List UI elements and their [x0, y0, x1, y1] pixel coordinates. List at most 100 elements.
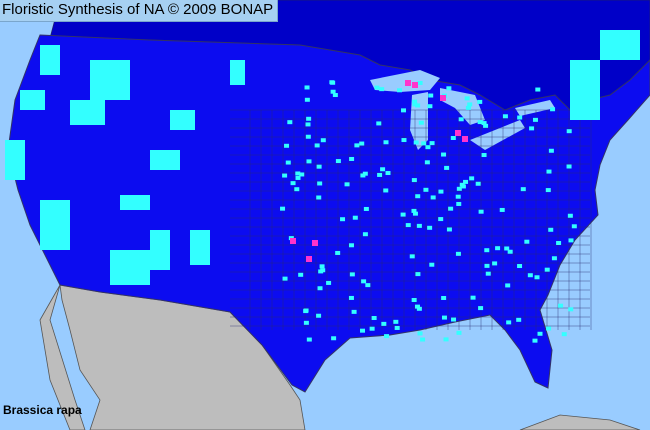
cyan-county — [359, 141, 365, 146]
cyan-county — [348, 295, 354, 300]
cyan-county — [477, 99, 483, 104]
cyan-county — [458, 117, 464, 122]
cyan-county — [532, 338, 538, 343]
cyan-county — [349, 272, 355, 277]
cyan-county — [369, 326, 375, 331]
cyan-county — [304, 85, 310, 90]
cyan-county — [504, 246, 510, 251]
cyan-county — [287, 120, 293, 125]
cyan-county — [421, 141, 427, 146]
cyan-county — [411, 208, 417, 213]
cyan-county — [558, 303, 564, 308]
cyan-county — [383, 140, 389, 145]
cyan-county — [484, 263, 490, 268]
cyan-county — [451, 317, 457, 322]
cyan-patch — [570, 60, 600, 120]
cyan-county — [507, 249, 513, 254]
cyan-county — [470, 295, 476, 300]
cyan-county — [314, 143, 320, 148]
magenta-county — [290, 238, 296, 244]
cyan-county — [443, 337, 449, 342]
cyan-county — [418, 120, 424, 125]
cyan-county — [448, 206, 454, 211]
cyan-county — [463, 179, 469, 184]
cyan-county — [415, 103, 421, 108]
cyan-county — [548, 148, 554, 153]
cyan-county — [412, 99, 418, 104]
cyan-county — [537, 331, 543, 336]
cyan-counties — [5, 30, 640, 343]
map-title: Floristic Synthesis of NA © 2009 BONAP — [0, 0, 279, 22]
cyan-county — [317, 181, 323, 186]
cyan-county — [415, 272, 421, 277]
cyan-county — [361, 279, 367, 284]
cyan-county — [484, 248, 490, 253]
cyan-county — [428, 93, 434, 98]
cyan-patch — [40, 200, 70, 250]
cyan-county — [282, 276, 288, 281]
cyan-county — [377, 172, 383, 177]
cyan-patch — [90, 60, 130, 100]
cyan-patch — [150, 230, 170, 270]
cyan-county — [485, 271, 491, 276]
cyan-county — [303, 320, 309, 325]
cyan-county — [299, 172, 305, 177]
cyan-county — [481, 153, 487, 158]
cyan-county — [405, 223, 411, 228]
cyan-county — [446, 86, 452, 91]
cyan-county — [316, 164, 322, 169]
cyan-county — [351, 309, 357, 314]
magenta-county — [462, 136, 468, 142]
cyan-county — [438, 217, 444, 222]
cyan-county — [332, 93, 338, 98]
cyan-county — [495, 246, 501, 251]
cyan-county — [532, 117, 538, 122]
cyan-county — [385, 171, 391, 176]
cyan-county — [483, 123, 489, 128]
cyan-county — [335, 159, 341, 164]
cyan-county — [546, 169, 552, 174]
cyan-patch — [110, 250, 150, 285]
cyan-county — [282, 173, 288, 178]
cyan-county — [344, 182, 350, 187]
cyan-county — [412, 211, 418, 216]
cyan-county — [475, 181, 481, 186]
cyan-patch — [230, 60, 245, 85]
cyan-county — [320, 268, 326, 273]
cyan-county — [416, 306, 422, 311]
cyan-county — [561, 332, 567, 337]
usa-region — [7, 34, 650, 393]
cyan-county — [455, 194, 461, 199]
cyan-county — [417, 331, 423, 336]
cyan-county — [566, 129, 572, 134]
cyan-county — [411, 297, 417, 302]
cyan-county — [529, 126, 535, 131]
cyan-county — [481, 121, 487, 126]
cyan-county — [290, 181, 296, 186]
cyan-county — [317, 286, 323, 291]
cyan-county — [394, 325, 400, 330]
cyan-county — [397, 88, 403, 93]
cyan-county — [505, 283, 511, 288]
cyan-patch — [190, 230, 210, 265]
cyan-county — [444, 165, 450, 170]
cyan-patch — [120, 195, 150, 210]
cyan-county — [430, 195, 436, 200]
cyan-county — [409, 254, 415, 259]
magenta-counties — [290, 80, 468, 262]
cyan-county — [527, 273, 533, 278]
cyan-county — [516, 317, 522, 322]
cyan-county — [280, 206, 286, 211]
cyan-county — [420, 337, 426, 342]
cyan-county — [295, 175, 301, 180]
cyan-county — [305, 134, 311, 139]
cyan-county — [316, 195, 322, 200]
cyan-county — [348, 243, 354, 248]
cyan-county — [567, 213, 573, 218]
cyan-county — [416, 223, 422, 228]
cyan-county — [362, 171, 368, 176]
cyan-county — [465, 105, 471, 110]
cyan-county — [477, 120, 483, 125]
cyan-county — [568, 238, 574, 243]
cyan-county — [455, 251, 461, 256]
